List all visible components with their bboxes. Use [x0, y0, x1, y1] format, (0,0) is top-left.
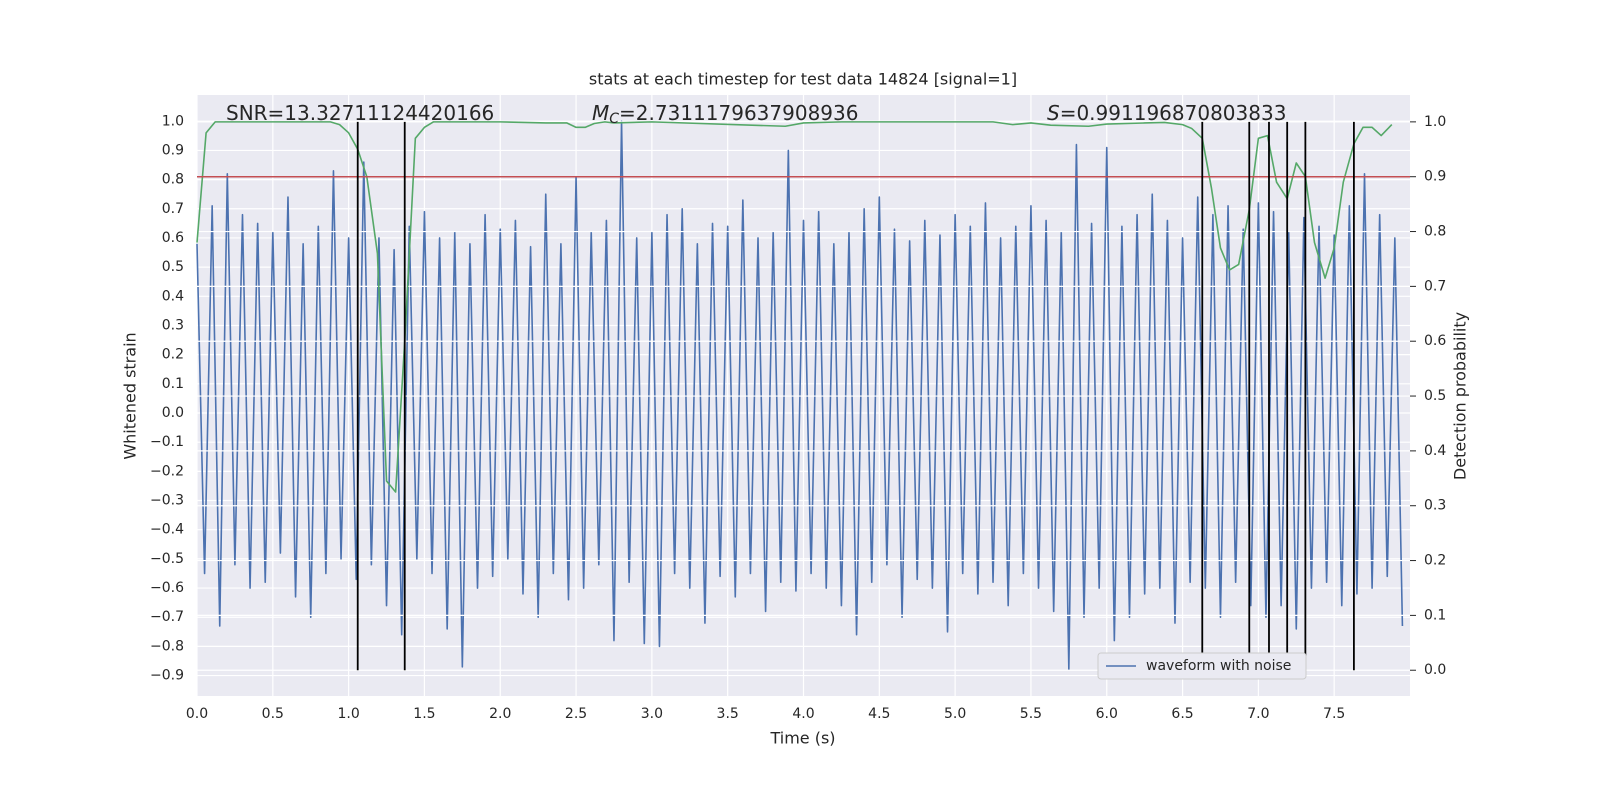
x-axis-label: Time (s): [769, 729, 835, 748]
annotation-subscript: C: [609, 111, 619, 127]
x-tick-label: 0.5: [262, 706, 284, 722]
y2-tick-label: 0.4: [1424, 443, 1446, 459]
y-tick-label: −0.7: [150, 609, 184, 625]
x-tick-label: 7.5: [1323, 706, 1345, 722]
annotation-symbol: M: [592, 101, 609, 125]
x-tick-label: 4.0: [792, 706, 814, 722]
y2-tick-label: 0.8: [1424, 224, 1446, 240]
y-tick-label: 0.2: [162, 347, 184, 363]
annotation: S=0.991196870803833: [1047, 101, 1286, 125]
y-tick-label: 0.6: [162, 230, 184, 246]
x-tick-label: 6.0: [1096, 706, 1118, 722]
annotation-symbol: S: [1047, 101, 1060, 125]
x-tick-label: 3.5: [717, 706, 739, 722]
y2-tick-label: 0.1: [1424, 607, 1446, 623]
y-tick-label: −0.1: [150, 434, 184, 450]
y-tick-label: −0.5: [150, 551, 184, 567]
series-line: [196, 121, 1393, 493]
annotation-text: =0.991196870803833: [1060, 101, 1287, 125]
y-tick-label: −0.4: [150, 522, 184, 538]
y-tick-label: 0.4: [162, 288, 184, 304]
y-tick-label: 0.3: [162, 317, 184, 333]
annotation-text: SNR=13.32711124420166: [226, 101, 494, 125]
x-tick-label: 5.0: [944, 706, 966, 722]
y-tick-label: 1.0: [162, 113, 184, 129]
x-tick-label: 4.5: [868, 706, 890, 722]
y-tick-label: −0.3: [150, 493, 184, 509]
annotation: MC=2.7311179637908936: [592, 101, 858, 128]
x-tick-label: 2.5: [565, 706, 587, 722]
x-tick-label: 7.0: [1247, 706, 1269, 722]
legend-box: [1097, 652, 1307, 680]
y-tick-label: −0.8: [150, 638, 184, 654]
y-tick-label: 0.7: [162, 201, 184, 217]
y2-tick-label: 0.5: [1424, 388, 1446, 404]
y-tick-label: −0.6: [150, 580, 184, 596]
y2-tick-label: 0.3: [1424, 498, 1446, 514]
chart-title: stats at each timestep for test data 148…: [589, 70, 1017, 89]
x-tick-label: 0.0: [186, 706, 208, 722]
annotation: SNR=13.32711124420166: [226, 101, 494, 125]
y-axis-label: Whitened strain: [121, 332, 140, 459]
annotation-text: =2.7311179637908936: [619, 101, 858, 125]
y-tick-label: −0.9: [150, 668, 184, 684]
y2-tick-label: 0.7: [1424, 278, 1446, 294]
legend-label: waveform with noise: [1146, 658, 1291, 674]
y2-tick-label: 0.0: [1424, 662, 1446, 678]
x-tick-label: 6.5: [1171, 706, 1193, 722]
y-tick-label: 0.8: [162, 172, 184, 188]
x-tick-label: 3.0: [641, 706, 663, 722]
y2-tick-label: 0.6: [1424, 333, 1446, 349]
y-tick-label: 0.5: [162, 259, 184, 275]
y2-tick-label: 0.9: [1424, 169, 1446, 185]
y-tick-label: −0.2: [150, 463, 184, 479]
overlay-layer: SNR=13.32711124420166 MC=2.73111796379089…: [197, 101, 1410, 680]
y-tick-label: 0.9: [162, 142, 184, 158]
y-tick-label: 0.0: [162, 405, 184, 421]
x-tick-label: 1.0: [337, 706, 359, 722]
y2-tick-label: 1.0: [1424, 114, 1446, 130]
y2-axis-label: Detection probability: [1451, 312, 1470, 480]
y-tick-label: 0.1: [162, 376, 184, 392]
x-tick-label: 1.5: [413, 706, 435, 722]
x-tick-label: 2.0: [489, 706, 511, 722]
y2-tick-label: 0.2: [1424, 553, 1446, 569]
x-tick-label: 5.5: [1020, 706, 1042, 722]
